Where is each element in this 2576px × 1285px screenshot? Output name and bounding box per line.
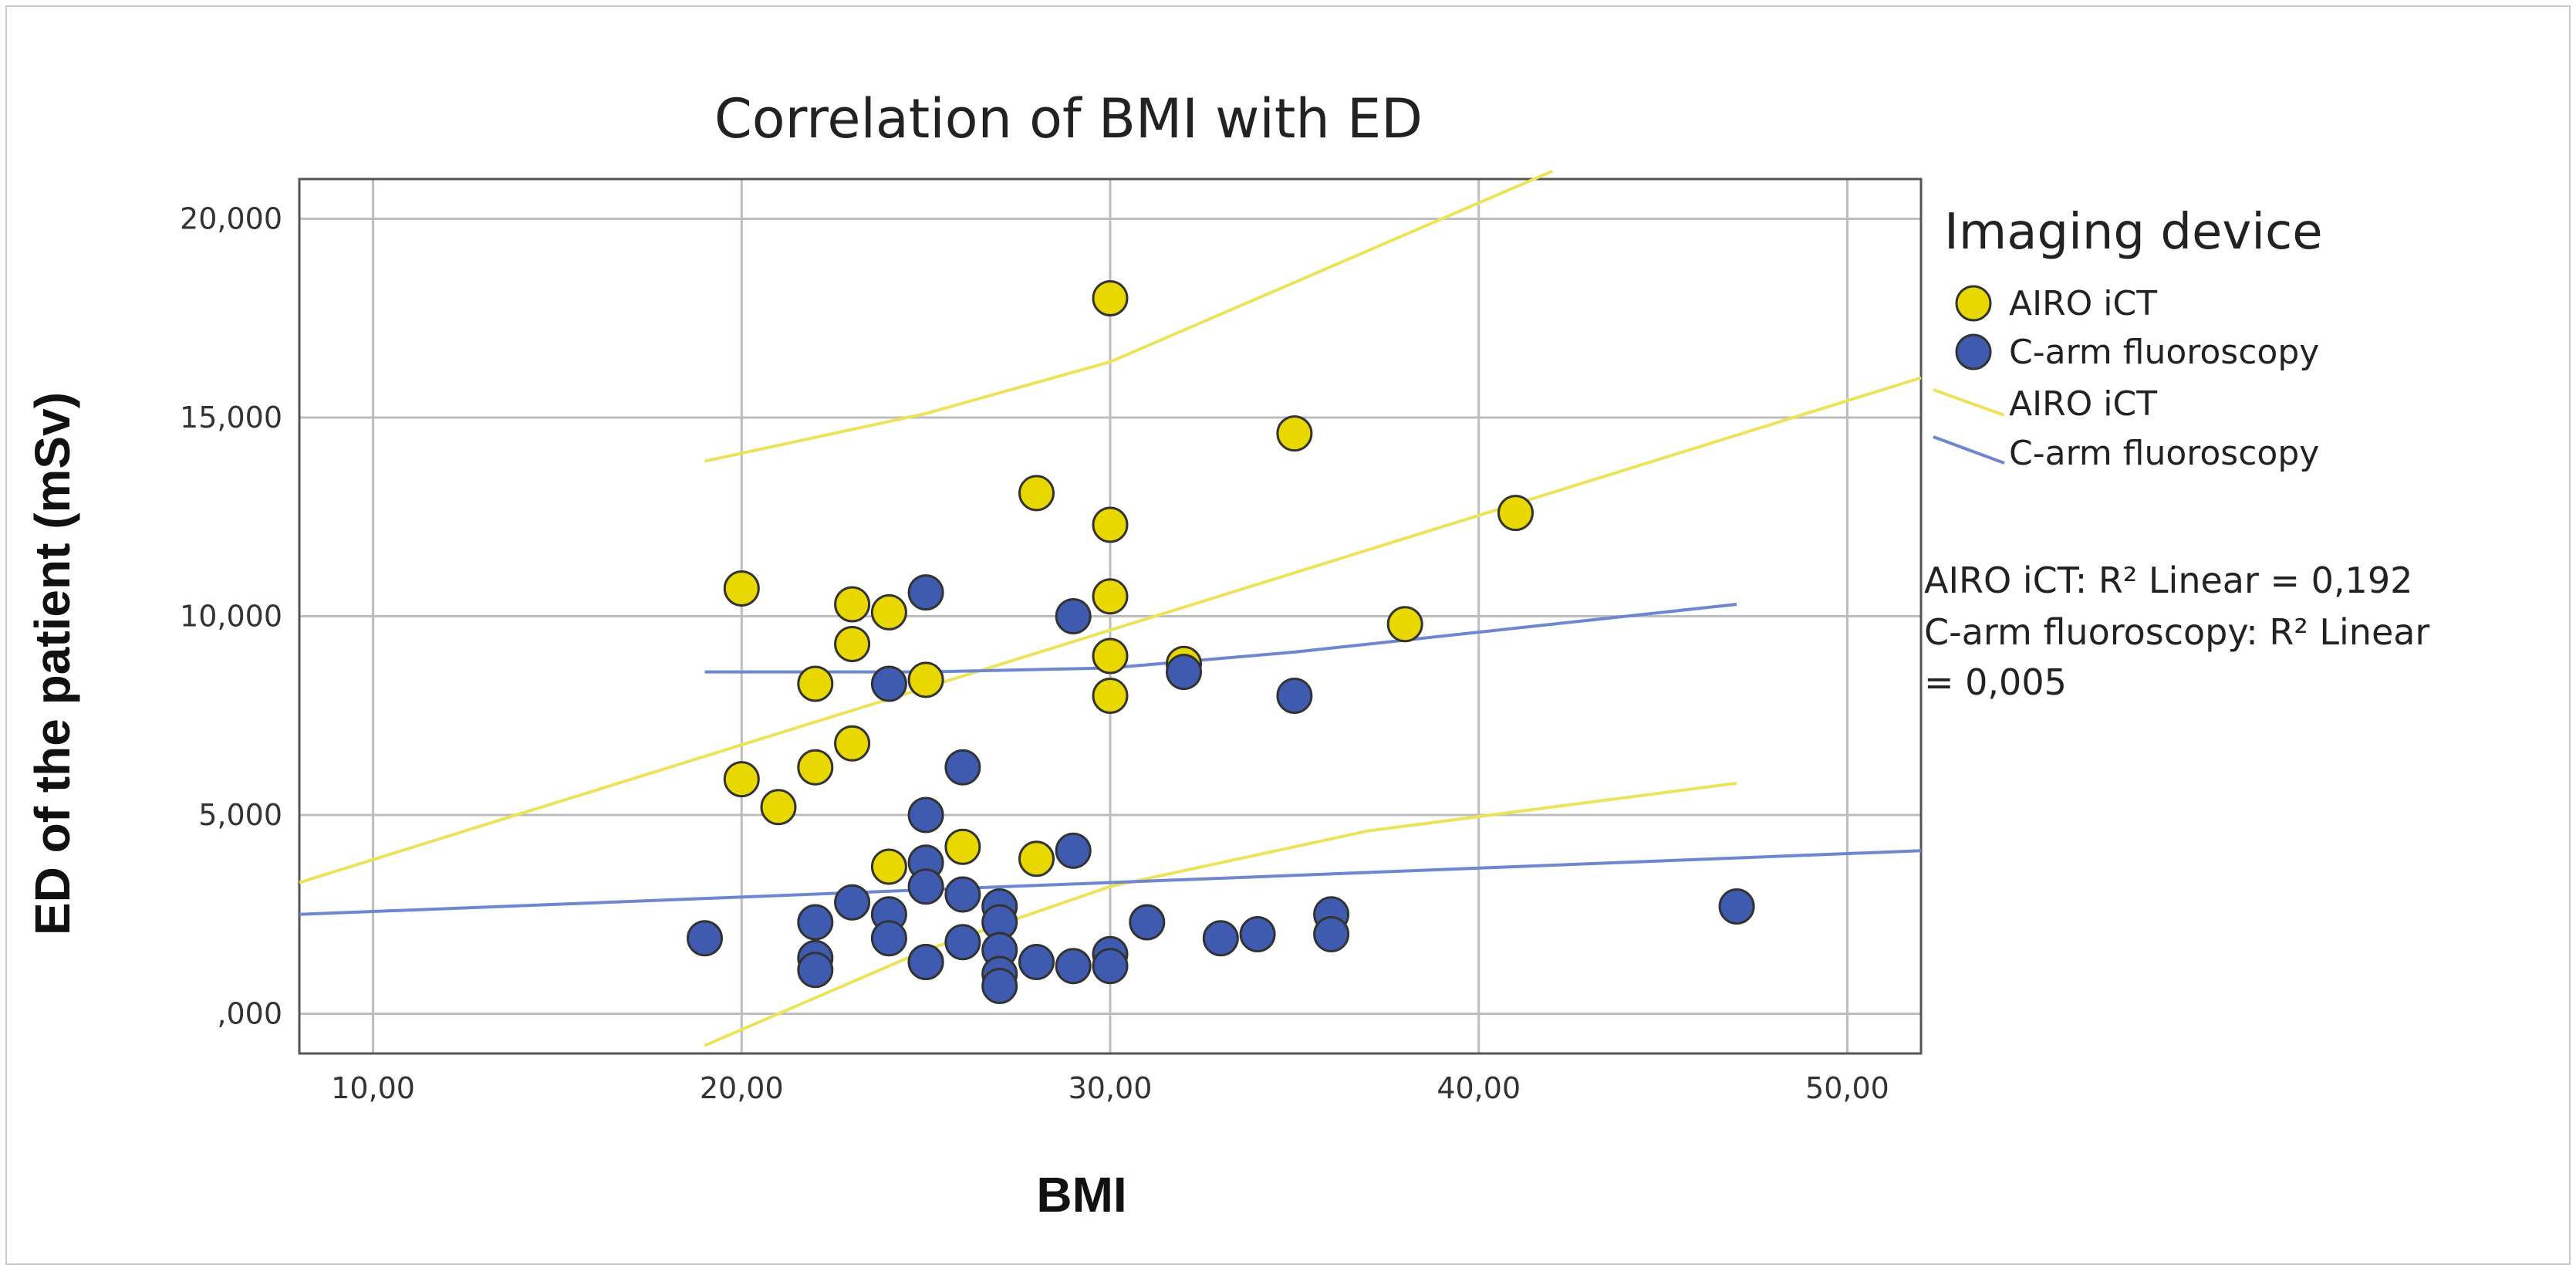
- y-tick-label: 5,000: [198, 798, 282, 832]
- c-arm-fluoroscopy-point: [1092, 948, 1129, 985]
- c-arm-fluoroscopy-point: [870, 665, 907, 702]
- annotation-carm-r2: C-arm fluoroscopy: R² Linear: [1924, 611, 2429, 653]
- c-arm-fluoroscopy-point: [907, 868, 944, 905]
- x-tick-label: 20,00: [700, 1071, 784, 1105]
- y-tick-label: 15,000: [180, 401, 282, 435]
- c-arm-fluoroscopy-point: [834, 884, 871, 921]
- c-arm-fluoroscopy-point: [1718, 888, 1755, 925]
- legend-line-carm: [1933, 435, 2005, 465]
- c-arm-fluoroscopy-point: [797, 904, 834, 941]
- x-axis-label: BMI: [1036, 1167, 1126, 1222]
- c-arm-fluoroscopy-point: [1313, 916, 1350, 952]
- c-arm-fluoroscopy-point: [1276, 678, 1313, 714]
- x-tick-label: 30,00: [1069, 1071, 1153, 1105]
- c-arm-fluoroscopy-point: [1018, 944, 1055, 980]
- airo-ict-ci-lower-line: [704, 781, 1737, 1047]
- y-axis: ,000 5,000 10,000 15,000 20,000: [180, 202, 282, 1031]
- c-arm-fluoroscopy-point: [1166, 654, 1202, 691]
- airo-ict-point: [1092, 578, 1129, 615]
- annotation-airo-r2: AIRO iCT: R² Linear = 0,192: [1924, 560, 2412, 601]
- legend: Imaging device AIRO iCT C-arm fluoroscop…: [1933, 204, 2323, 473]
- c-arm-fluoroscopy-point: [981, 968, 1018, 1004]
- airo-ict-point: [907, 661, 944, 698]
- legend-line-label-carm: C-arm fluoroscopy: [2009, 434, 2319, 473]
- airo-ict-ci-upper-line: [704, 169, 1554, 463]
- airo-ict-point: [1018, 475, 1055, 512]
- airo-ict-point: [723, 570, 760, 607]
- legend-title: Imaging device: [1944, 204, 2323, 261]
- x-tick-label: 10,00: [331, 1071, 415, 1105]
- c-arm-fluoroscopy-point: [907, 574, 944, 611]
- c-arm-fluoroscopy-point: [1239, 916, 1276, 952]
- airo-ict-point: [1497, 495, 1534, 532]
- x-axis: 10,00 20,00 30,00 40,00 50,00: [331, 1071, 1889, 1105]
- y-axis-label: ED of the patient (mSv): [25, 392, 80, 935]
- airo-ict-point: [1092, 506, 1129, 543]
- r-squared-annotations: AIRO iCT: R² Linear = 0,192 C-arm fluoro…: [1924, 560, 2429, 703]
- airo-ict-fit-line: [299, 376, 1922, 884]
- c-arm-fluoroscopy-point: [870, 920, 907, 957]
- airo-ict-point: [870, 848, 907, 885]
- airo-ict-point: [834, 725, 871, 762]
- airo-ict-point: [834, 626, 871, 662]
- data-points: [687, 280, 1755, 1004]
- airo-ict-point: [723, 761, 760, 798]
- c-arm-fluoroscopy-fit-line: [299, 849, 1922, 916]
- c-arm-fluoroscopy-point: [944, 749, 981, 786]
- airo-ict-point: [797, 665, 834, 702]
- c-arm-fluoroscopy-point: [944, 876, 981, 913]
- annotation-carm-r2-cont: = 0,005: [1924, 661, 2067, 703]
- legend-line-label-airo: AIRO iCT: [2009, 384, 2157, 424]
- c-arm-fluoroscopy-point: [1202, 920, 1239, 957]
- c-arm-fluoroscopy-point: [944, 924, 981, 961]
- plot-area-border: [298, 178, 1923, 1055]
- c-arm-fluoroscopy-point: [797, 952, 834, 989]
- c-arm-fluoroscopy-point: [687, 920, 723, 957]
- y-tick-label: 20,000: [180, 202, 282, 236]
- airo-ict-point: [797, 749, 834, 786]
- fit-lines: [299, 169, 1922, 1047]
- legend-line-airo: [1933, 388, 2005, 417]
- x-tick-label: 40,00: [1437, 1071, 1521, 1105]
- airo-ict-point: [1092, 637, 1129, 675]
- c-arm-fluoroscopy-point: [907, 944, 944, 980]
- legend-marker-label-carm: C-arm fluoroscopy: [2009, 333, 2319, 372]
- chart-title: Correlation of BMI with ED: [714, 87, 1423, 150]
- legend-marker-label-airo: AIRO iCT: [2009, 284, 2157, 323]
- airo-ict-point: [1276, 415, 1313, 452]
- airo-ict-point: [944, 828, 981, 865]
- c-arm-fluoroscopy-point: [1129, 904, 1166, 941]
- airo-ict-point: [1018, 840, 1055, 878]
- legend-marker-carm: [1955, 333, 1992, 370]
- c-arm-fluoroscopy-point: [1055, 598, 1092, 634]
- airo-ict-point: [1386, 606, 1423, 643]
- airo-ict-point: [834, 586, 871, 623]
- c-arm-fluoroscopy-point: [907, 796, 944, 834]
- legend-marker-airo: [1955, 285, 1992, 322]
- grid: [299, 179, 1921, 1053]
- y-tick-label: 10,000: [180, 600, 282, 634]
- airo-ict-point: [1092, 678, 1129, 714]
- airo-ict-point: [760, 789, 797, 826]
- airo-ict-point: [870, 593, 907, 631]
- x-tick-label: 50,00: [1805, 1071, 1889, 1105]
- y-tick-label: ,000: [217, 997, 282, 1031]
- c-arm-fluoroscopy-point: [1055, 832, 1092, 869]
- airo-ict-point: [1092, 280, 1129, 316]
- c-arm-fluoroscopy-point: [1055, 948, 1092, 985]
